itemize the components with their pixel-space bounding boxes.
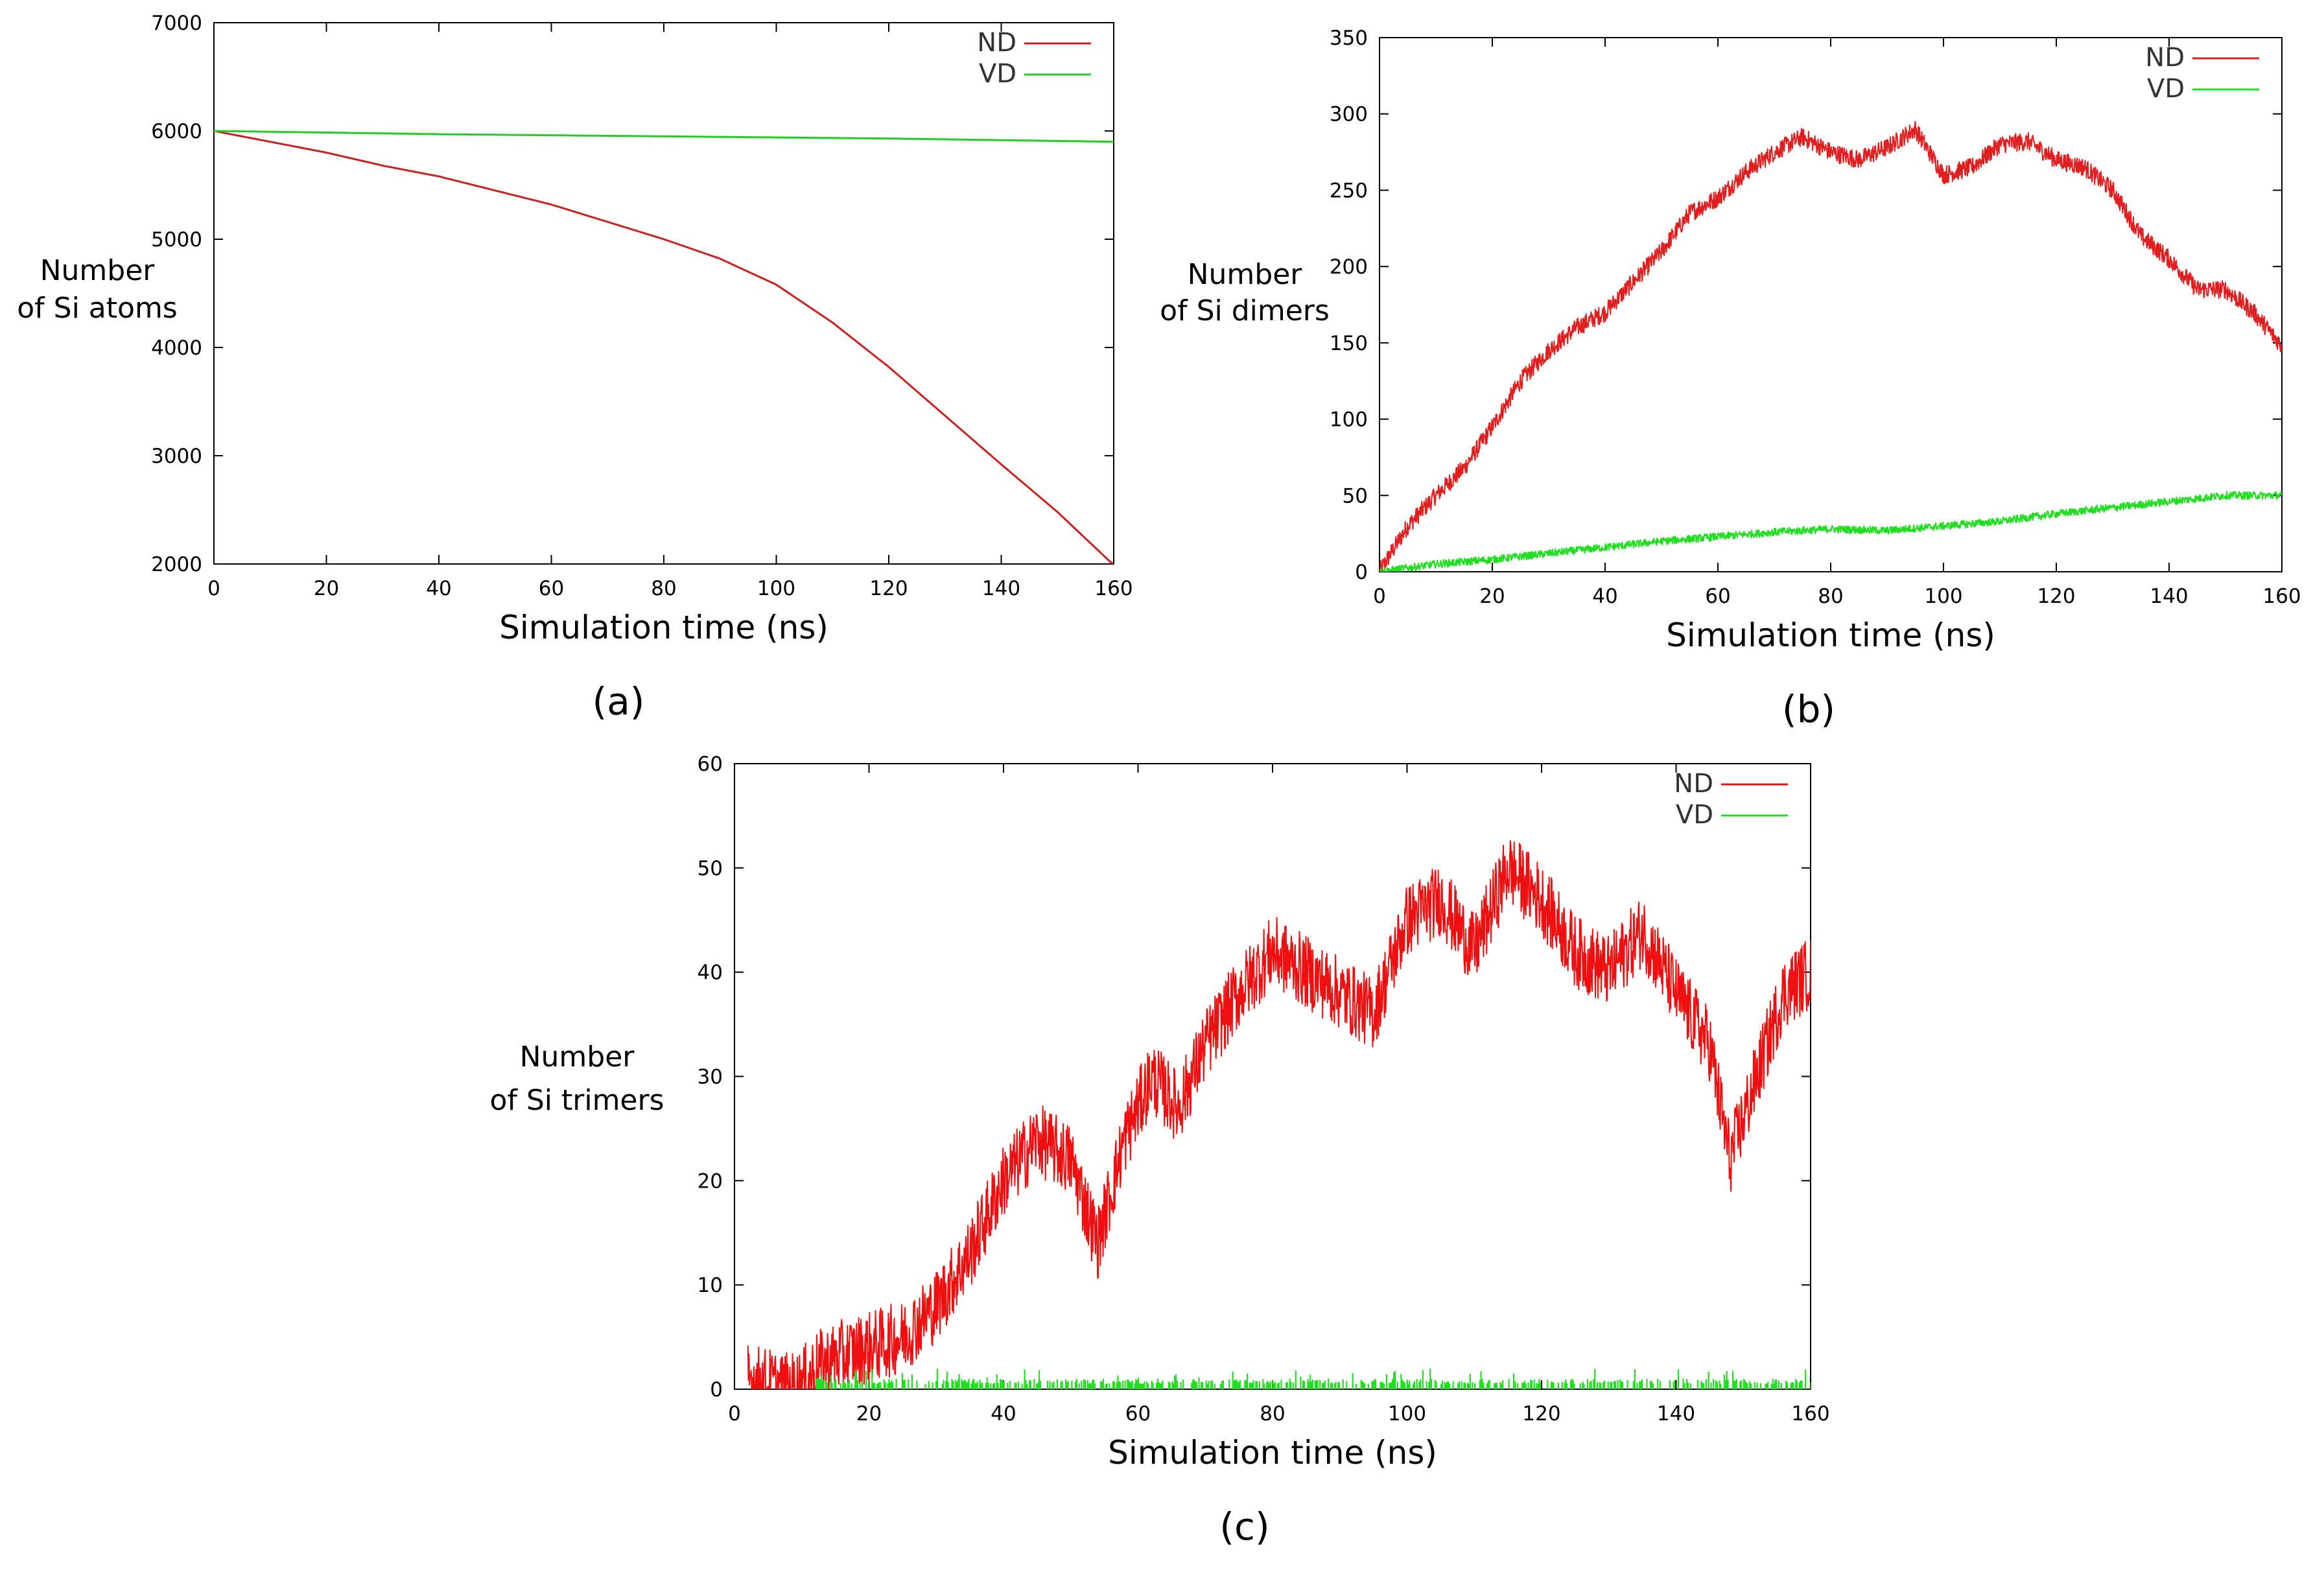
x-tick-label: 80 bbox=[1818, 585, 1843, 608]
y-tick-label: 50 bbox=[698, 857, 723, 880]
y-tick-label: 350 bbox=[1330, 27, 1368, 50]
y-axis-label-line: of Si atoms bbox=[17, 292, 177, 325]
x-axis-label: Simulation time (ns) bbox=[1666, 616, 1995, 654]
x-tick-label: 100 bbox=[1388, 1402, 1426, 1426]
x-tick-label: 0 bbox=[207, 577, 220, 600]
series-vd-line bbox=[1380, 491, 2282, 572]
y-tick-label: 100 bbox=[1330, 408, 1368, 432]
x-axis-label: Simulation time (ns) bbox=[499, 609, 828, 646]
y-tick-label: 60 bbox=[698, 753, 723, 776]
y-tick-label: 50 bbox=[1343, 484, 1368, 508]
panel-label: (a) bbox=[593, 679, 645, 723]
x-tick-label: 40 bbox=[1592, 585, 1617, 608]
y-tick-label: 40 bbox=[698, 961, 723, 985]
x-tick-label: 160 bbox=[2262, 585, 2301, 608]
y-tick-label: 7000 bbox=[151, 12, 202, 35]
y-axis-label-line: Number bbox=[40, 254, 156, 287]
x-tick-label: 100 bbox=[1924, 585, 1962, 608]
y-axis-label-line: of Si trimers bbox=[489, 1084, 664, 1117]
legend-label: VD bbox=[1676, 800, 1713, 830]
y-tick-label: 30 bbox=[698, 1066, 723, 1089]
y-axis-label-line: Number bbox=[520, 1040, 635, 1074]
y-axis-label-line: Number bbox=[1188, 258, 1303, 291]
panel-label: (c) bbox=[1219, 1505, 1269, 1549]
y-tick-label: 3000 bbox=[151, 445, 202, 468]
series-nd-line bbox=[747, 840, 1811, 1389]
legend-label: ND bbox=[977, 28, 1016, 58]
x-tick-label: 160 bbox=[1094, 577, 1133, 600]
x-tick-label: 80 bbox=[1260, 1402, 1285, 1426]
x-tick-label: 60 bbox=[1705, 585, 1730, 608]
series-vd-line bbox=[816, 1368, 1811, 1389]
x-tick-label: 160 bbox=[1791, 1402, 1829, 1426]
x-tick-label: 20 bbox=[314, 577, 339, 600]
plot-frame bbox=[1379, 37, 2283, 572]
plot-frame bbox=[734, 763, 1811, 1390]
x-tick-label: 0 bbox=[1373, 585, 1386, 608]
y-tick-label: 6000 bbox=[151, 120, 202, 143]
x-tick-label: 80 bbox=[651, 577, 676, 600]
x-tick-label: 60 bbox=[539, 577, 564, 600]
x-tick-label: 0 bbox=[728, 1402, 741, 1426]
x-tick-label: 140 bbox=[1657, 1402, 1695, 1426]
chart-a: 0 20 40 60 80 100 120 140 160 2000 3000 4000 5000 600… bbox=[17, 12, 1133, 723]
x-tick-label: 100 bbox=[757, 577, 795, 600]
chart-c: 0 20 40 60 80 100 120 140 160 0 10 20 30 40 50 60 Simula… bbox=[489, 753, 1829, 1549]
x-tick-label: 20 bbox=[1479, 585, 1505, 608]
x-tick-label: 120 bbox=[2037, 585, 2075, 608]
plot-frame bbox=[213, 22, 1114, 565]
y-tick-label: 0 bbox=[1355, 561, 1368, 584]
y-tick-label: 2000 bbox=[151, 553, 202, 576]
y-tick-label: 10 bbox=[698, 1274, 723, 1297]
x-tick-label: 40 bbox=[426, 577, 451, 600]
legend-label: VD bbox=[979, 59, 1016, 89]
y-tick-label: 250 bbox=[1330, 179, 1368, 202]
x-tick-label: 20 bbox=[856, 1402, 882, 1426]
y-tick-label: 5000 bbox=[151, 228, 202, 252]
x-axis-label: Simulation time (ns) bbox=[1108, 1434, 1437, 1472]
legend-label: ND bbox=[2145, 43, 2185, 73]
x-tick-label: 140 bbox=[982, 577, 1020, 600]
y-tick-label: 4000 bbox=[151, 336, 202, 360]
series-nd-line bbox=[1380, 121, 2282, 572]
y-tick-label: 200 bbox=[1330, 255, 1368, 279]
y-axis-label-line: of Si dimers bbox=[1160, 294, 1330, 327]
y-tick-label: 0 bbox=[710, 1378, 723, 1402]
y-tick-label: 150 bbox=[1330, 332, 1368, 355]
series-nd-line bbox=[214, 130, 1114, 564]
chart-b: 0 20 40 60 80 100 120 140 160 0 50 100 150 200 250 300 3… bbox=[1160, 27, 2301, 731]
legend-label: VD bbox=[2147, 74, 2185, 104]
series-vd-line bbox=[214, 130, 1114, 143]
y-tick-label: 300 bbox=[1330, 103, 1368, 126]
x-tick-label: 120 bbox=[869, 577, 908, 600]
x-tick-label: 120 bbox=[1522, 1402, 1560, 1426]
x-tick-label: 60 bbox=[1125, 1402, 1151, 1426]
legend-label: ND bbox=[1674, 769, 1713, 799]
x-tick-label: 40 bbox=[991, 1402, 1016, 1426]
y-tick-label: 20 bbox=[698, 1169, 723, 1193]
panel-label: (b) bbox=[1782, 687, 1835, 731]
x-tick-label: 140 bbox=[2150, 585, 2188, 608]
